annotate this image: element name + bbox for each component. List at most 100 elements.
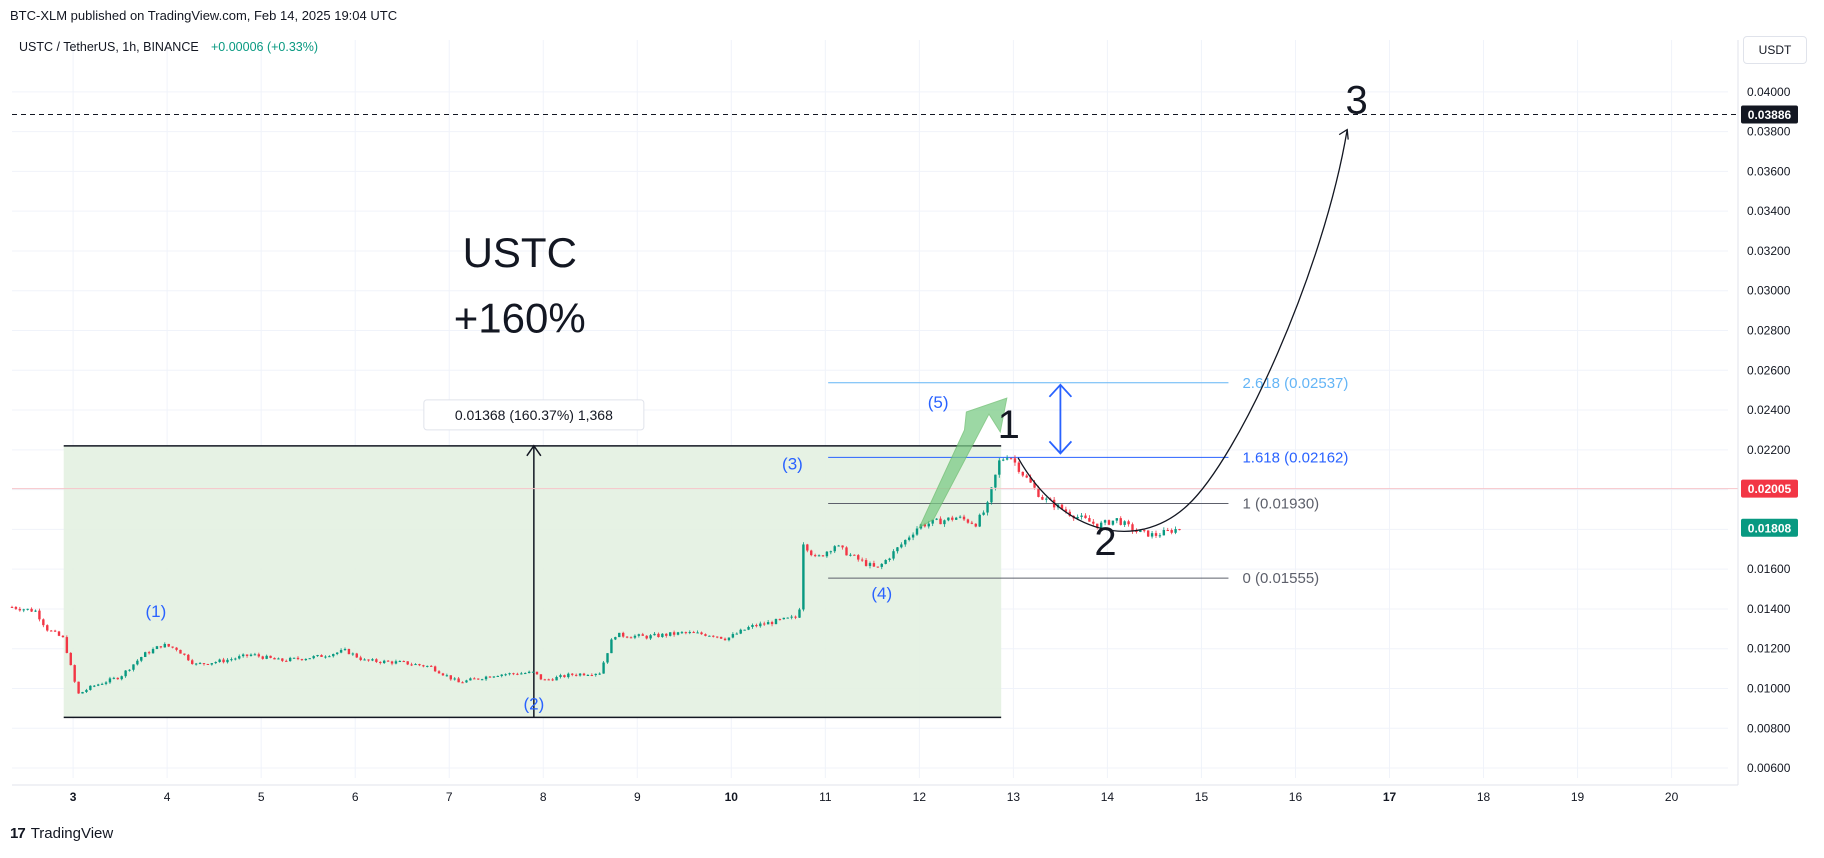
candle-body [1115,518,1119,521]
candle-body [1045,498,1048,500]
candle-body [625,636,629,638]
candle-body [320,655,323,658]
candle-body [998,460,1001,475]
y-tick-label: 0.00600 [1747,761,1791,775]
candle-body [422,665,425,667]
candle-body [1111,520,1115,525]
candle-body [10,606,14,608]
candle-body [449,675,452,680]
candle-body [437,671,441,674]
wave-label: (2) [523,694,544,713]
candle-body [175,647,178,650]
candle-body [602,662,605,674]
candle-body [292,657,296,659]
candle-body [825,551,829,557]
currency-button[interactable]: USDT [1743,36,1807,64]
candle-body [610,639,613,654]
candle-body [398,661,402,663]
candle-body [46,625,49,631]
candle-body [927,523,930,527]
y-tick-label: 0.02800 [1747,324,1791,338]
candle-body [1166,530,1169,532]
candle-body [500,674,503,676]
candle-body [93,685,96,687]
measure-label: 0.01368 (160.37%) 1,368 [423,399,645,431]
candle-body [433,666,437,672]
candle-body [1064,509,1068,512]
x-tick-label: 7 [446,790,453,804]
thrust-arrow [918,397,1008,529]
candle-body [837,545,840,547]
candle-body [841,545,844,548]
candle-body [692,632,695,634]
fib-label: 2.618 (0.02537) [1242,375,1348,392]
candle-body [1080,515,1083,517]
x-axis: 3 4 5 6 7 8 9 10 11 12 13 14 15 16 17 18 19 20 [12,784,1738,804]
candle-body [57,631,61,636]
candle-body [974,523,977,527]
wave-label: (4) [871,584,892,603]
candle-body [65,637,69,653]
x-tick-label: 3 [70,790,77,804]
candle-body [868,563,872,566]
candle-body [994,474,997,488]
candle-body [547,679,550,681]
candle-body [990,487,993,503]
candle-body [132,664,135,670]
candle-body [582,673,586,676]
candle-body [218,659,221,663]
labels-layer: (1) (2) (3) (4) (5) 1 2 3 USTC +160% [145,79,1367,714]
candle-body [343,648,347,651]
candle-body [120,676,123,680]
candle-body [191,660,194,664]
candle-body [473,678,476,680]
candle-body [257,654,261,657]
candle-body [1009,458,1013,460]
candle-body [42,619,45,626]
candle-body [249,654,253,656]
candle-body [657,633,660,638]
candle-body [457,678,460,683]
publish-info: BTC-XLM published on TradingView.com, Fe… [10,8,398,23]
candle-body [496,675,500,677]
candle-body [598,673,601,675]
candle-body [261,656,264,659]
y-tick-label: 0.01000 [1747,682,1791,696]
x-tick-label: 12 [913,790,927,804]
candle-body [159,646,163,648]
candle-body [386,660,390,662]
candle-body [241,654,245,657]
y-tick-label: 0.03000 [1747,284,1791,298]
candle-body [144,652,147,658]
y-tick-label: 0.02200 [1747,443,1791,457]
candle-body [911,534,915,538]
fib-layer: 2.618 (0.02537) 1.618 (0.02162) 1 (0.01930… [828,375,1348,587]
candle-body [1005,458,1009,460]
candle-body [712,635,715,637]
candle-body [845,547,848,556]
candle-body [469,678,472,681]
candle-body [704,634,707,636]
candle-body [782,617,786,620]
candle-body [1150,533,1154,537]
candle-body [206,663,210,665]
candle-body [226,659,229,663]
candle-body [1096,523,1099,528]
candle-body [508,673,511,675]
candle-body [430,665,433,667]
y-tick-label: 0.02400 [1747,403,1791,417]
candle-body [668,632,672,636]
candle-body [210,663,214,665]
x-tick-label: 17 [1383,790,1397,804]
candle-body [277,658,280,660]
candle-body [853,554,856,556]
candle-body [982,512,985,515]
candle-body [38,610,41,620]
candle-body [14,607,18,609]
projection-arrowhead [1338,128,1349,140]
candle-body [477,678,480,680]
tradingview-logo[interactable]: 17 TradingView [10,825,113,842]
candle-body [81,691,84,694]
